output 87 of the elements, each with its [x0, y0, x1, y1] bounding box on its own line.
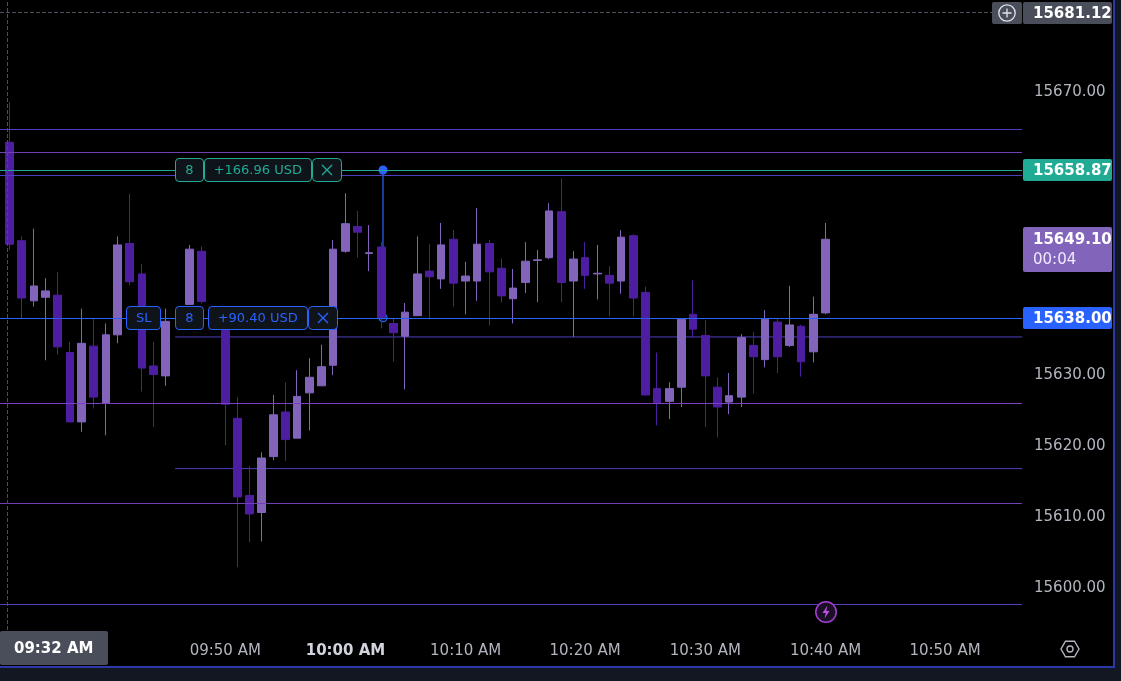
candlestick [665, 381, 674, 420]
candlestick [497, 257, 506, 303]
x-tick-label: 10:20 AM [549, 640, 621, 659]
text: 15649.10 [1033, 229, 1112, 250]
candlestick [437, 222, 445, 290]
x-tick-label: 10:40 AM [789, 640, 862, 659]
candlestick [269, 394, 278, 461]
y-tick-label: 15610.00 [1034, 507, 1106, 526]
ref-line-label: 15658.87 [1023, 159, 1112, 182]
candlestick [533, 249, 542, 303]
candlestick [389, 317, 398, 363]
candlestick [629, 233, 638, 317]
candlestick [125, 193, 134, 286]
candlestick [113, 235, 122, 344]
candlestick [473, 207, 481, 302]
candlestick [725, 372, 733, 415]
candlestick [593, 244, 602, 300]
candlestick [245, 465, 254, 543]
annotation: 8 [175, 158, 204, 183]
candlestick [545, 202, 553, 260]
candlestick [53, 271, 62, 356]
y-tick-label: 15670.00 [1034, 82, 1106, 101]
candlestick [5, 101, 14, 251]
candlestick [293, 369, 301, 439]
x-tick-label: 09:50 AM [189, 640, 261, 659]
candlestick [89, 318, 98, 409]
candlestick [677, 318, 686, 408]
candlestick [149, 341, 158, 428]
text: 00:04 [1033, 249, 1078, 270]
candlestick [341, 192, 350, 254]
candlestick [161, 308, 170, 387]
y-tick-label: 15600.00 [1034, 577, 1106, 596]
candlestick [257, 451, 266, 543]
candlestick [689, 279, 697, 339]
candlestick [185, 244, 194, 305]
candlestick [617, 229, 625, 295]
candlestick [701, 319, 710, 428]
candlestick [197, 245, 206, 305]
candlestick [653, 352, 661, 426]
text: 09:32 AM [0, 631, 108, 665]
candlestick [809, 296, 818, 363]
candlestick [785, 285, 794, 348]
candlestick [221, 330, 230, 446]
candlestick [365, 224, 373, 272]
x-tick-label: 10:50 AM [909, 640, 981, 659]
candlestick [66, 341, 74, 423]
candlestick [773, 318, 782, 374]
y-tick-label: 15620.00 [1034, 436, 1106, 455]
candlestick [425, 243, 434, 320]
x-tick-label: 10:30 AM [669, 640, 741, 659]
candlestick [521, 241, 530, 294]
candlestick [581, 241, 589, 290]
candlestick [41, 277, 50, 361]
candlestick [761, 309, 769, 368]
y-tick-label: 15630.00 [1034, 365, 1106, 384]
x-tick-label: 10:00 AM [305, 640, 386, 659]
candlestick [77, 308, 86, 433]
candlestick [509, 268, 517, 324]
candlestick [821, 222, 830, 315]
candlestick [17, 235, 26, 320]
annotation: +90.40 USD [207, 305, 308, 330]
candlestick [305, 357, 314, 431]
candlestick [461, 261, 470, 315]
candlestick [557, 177, 566, 303]
annotation: SL [125, 305, 162, 330]
candlestick [317, 344, 326, 387]
candlestick [749, 331, 758, 395]
candlestick [449, 229, 458, 308]
ref-line-label: 15681.12 [1023, 1, 1112, 24]
ref-line-label: 15638.00 [1023, 306, 1112, 329]
candlestick [797, 324, 805, 378]
annotation: +166.96 USD [203, 158, 312, 183]
candlestick [641, 286, 650, 396]
candlestick [569, 250, 578, 338]
x-tick-label: 10:10 AM [430, 640, 502, 659]
candlestick [281, 381, 290, 462]
candlestick [30, 228, 38, 308]
candlestick [737, 333, 746, 408]
candlestick [605, 265, 614, 317]
candlestick [233, 396, 242, 568]
candlestick [413, 235, 422, 317]
candlestick [102, 322, 110, 436]
annotation: 8 [175, 305, 204, 330]
candlestick [485, 239, 494, 327]
candlestick [401, 302, 409, 390]
candlestick [713, 376, 722, 438]
candlestick [353, 210, 362, 259]
